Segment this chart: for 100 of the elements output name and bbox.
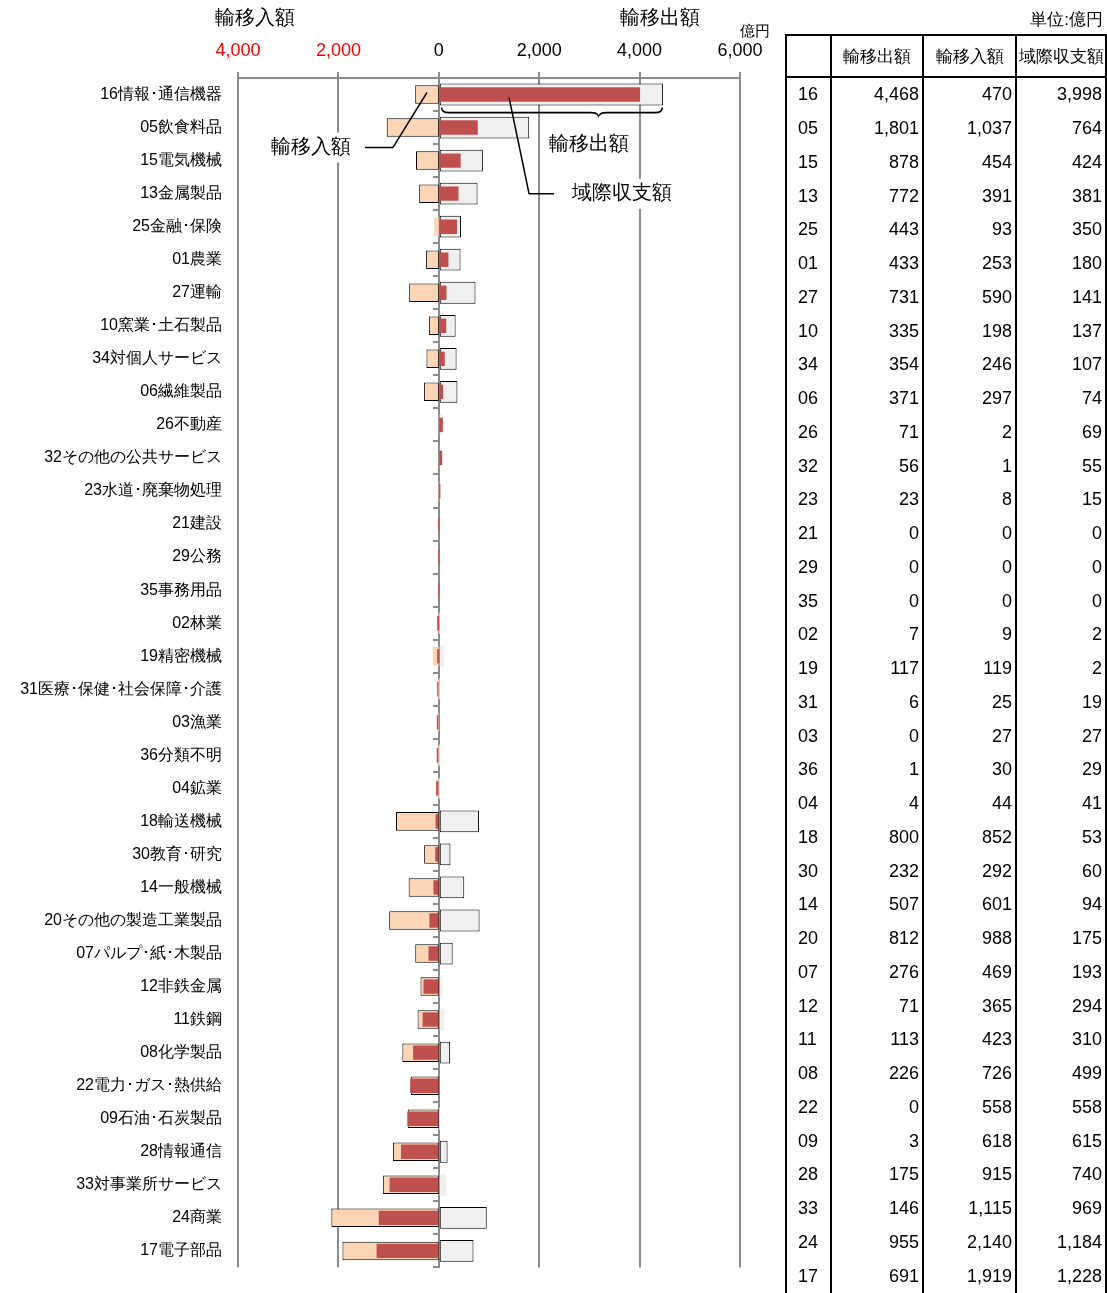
- data-label: 391: [922, 179, 1015, 213]
- data-label: 0: [922, 584, 1015, 618]
- data-label: 1,801: [830, 111, 922, 146]
- y-tick-label: 17電子部品: [140, 1241, 222, 1259]
- data-label: 0: [922, 550, 1015, 585]
- x-tick-label: 6,000: [717, 40, 763, 61]
- y-tick-label: 30教育･研究: [132, 844, 222, 862]
- y-tick-label: 20その他の製造工業製品: [44, 910, 222, 928]
- y2-tick-label: 14: [797, 893, 820, 917]
- data-label: 365: [922, 989, 1015, 1023]
- y-tick-label: 36分類不明: [140, 745, 222, 763]
- y2-tick-label: 21: [797, 522, 820, 546]
- data-label: 8: [922, 483, 1015, 517]
- data-label: 1: [830, 753, 922, 787]
- text: 域際収支額: [571, 181, 673, 204]
- data-label: 7: [830, 618, 922, 652]
- y-tick-label: 22電力･ガス･熱供給: [76, 1076, 222, 1094]
- y2-tick-label: 16: [797, 83, 820, 107]
- data-label: 731: [830, 280, 922, 315]
- data-label: 764: [1015, 111, 1105, 146]
- data-label: 3,998: [1015, 78, 1105, 112]
- data-label: 878: [830, 145, 922, 180]
- data-label: 618: [922, 1124, 1015, 1158]
- y-tick-label: 08化学製品: [140, 1043, 222, 1061]
- data-label: 297: [922, 381, 1015, 416]
- y2-tick-label: 04: [797, 792, 820, 816]
- text: 輸移入額: [935, 46, 1004, 66]
- y-tick-label: 15電気機械: [140, 151, 222, 168]
- x-tick-label: 4,000: [617, 40, 663, 61]
- text: 億円: [740, 21, 770, 41]
- data-label: 0: [922, 516, 1015, 551]
- y-tick-label: 06繊維製品: [140, 382, 222, 400]
- data-label: 119: [922, 651, 1015, 686]
- y-tick-label: 19精密機械: [140, 646, 222, 664]
- data-label: 740: [1015, 1158, 1105, 1192]
- data-label: 2: [1015, 618, 1105, 652]
- y-tick-label: 10窯業･土石製品: [100, 316, 222, 334]
- y2-tick-label: 36: [797, 758, 820, 782]
- y2-tick-label: 05: [797, 117, 820, 141]
- y2-tick-label: 03: [797, 724, 820, 748]
- y2-tick-label: 22: [797, 1095, 820, 1119]
- data-label: 27: [1015, 719, 1105, 753]
- data-label: 988: [922, 921, 1015, 956]
- data-label: 454: [922, 145, 1015, 180]
- data-label: 117: [830, 651, 922, 686]
- data-label: 354: [830, 348, 922, 382]
- data-label: 1: [922, 449, 1015, 483]
- y-tick-label: 01農業: [172, 250, 222, 268]
- y2-tick-label: 08: [797, 1062, 820, 1086]
- data-label: 146: [830, 1191, 922, 1226]
- data-label: 433: [830, 246, 922, 281]
- y2-tick-label: 09: [797, 1129, 820, 1153]
- y-tick-label: 31医療･保健･社会保障･介護: [20, 679, 222, 697]
- data-label: 180: [1015, 246, 1105, 281]
- data-label: 15: [1015, 483, 1105, 517]
- data-label: 226: [830, 1056, 922, 1091]
- data-label: 0: [830, 719, 922, 753]
- y-tick-label: 23水道･廃棄物処理: [84, 481, 222, 499]
- y2-tick-label: 28: [797, 1163, 820, 1187]
- data-label: 424: [1015, 145, 1105, 180]
- y2-tick-label: 34: [797, 353, 820, 377]
- y2-tick-label: 02: [797, 623, 820, 647]
- y-tick-label: 02林業: [172, 613, 222, 631]
- y-tick-label: 26不動産: [156, 415, 222, 433]
- y2-tick-label: 17: [797, 1264, 820, 1288]
- data-label: 381: [1015, 179, 1105, 213]
- data-label: 558: [922, 1090, 1015, 1125]
- data-label: 915: [922, 1158, 1015, 1192]
- data-label: 175: [830, 1158, 922, 1192]
- y2-tick-label: 35: [797, 589, 820, 613]
- data-label: 107: [1015, 348, 1105, 382]
- text: 輸移出額: [843, 46, 911, 66]
- data-label: 137: [1015, 314, 1105, 348]
- data-label: 1,184: [1015, 1225, 1105, 1260]
- data-label: 198: [922, 314, 1015, 348]
- data-label: 2: [922, 415, 1015, 450]
- y2-tick-label: 25: [797, 218, 820, 242]
- data-label: 590: [922, 280, 1015, 315]
- data-label: 443: [830, 213, 922, 247]
- series-label: 輸移入額: [271, 134, 351, 157]
- data-label: 772: [830, 179, 922, 213]
- data-label: 507: [830, 888, 922, 922]
- data-label: 30: [922, 753, 1015, 787]
- data-label: 27: [922, 719, 1015, 753]
- data-label: 852: [922, 820, 1015, 855]
- data-label: 246: [922, 348, 1015, 382]
- data-label: 276: [830, 955, 922, 990]
- data-label: 350: [1015, 213, 1105, 247]
- data-label: 0: [830, 584, 922, 618]
- data-label: 232: [830, 854, 922, 888]
- data-label: 371: [830, 381, 922, 416]
- y-tick-label: 14一般機械: [140, 877, 222, 895]
- data-label: 800: [830, 820, 922, 855]
- data-label: 0: [1015, 516, 1105, 551]
- data-label: 335: [830, 314, 922, 348]
- data-label: 0: [830, 550, 922, 585]
- data-label: 1,115: [922, 1191, 1015, 1226]
- y2-tick-label: 33: [797, 1197, 820, 1221]
- y2-tick-label: 01: [797, 252, 820, 276]
- data-label: 6: [830, 685, 922, 720]
